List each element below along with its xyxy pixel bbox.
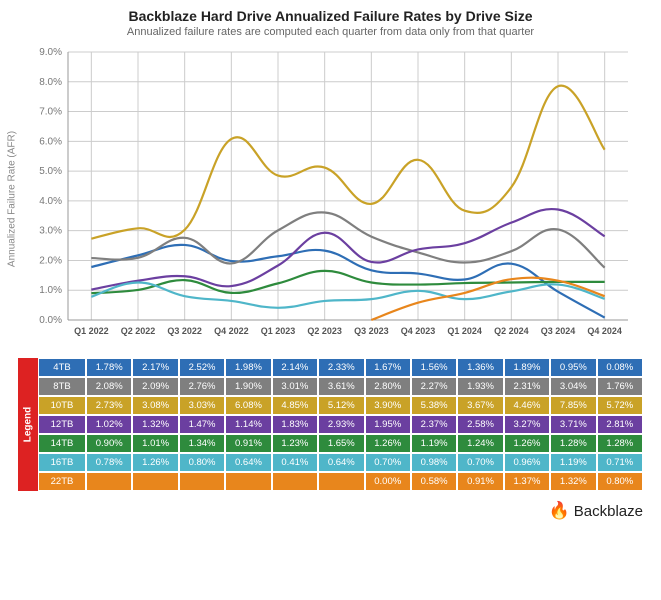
svg-text:4.0%: 4.0% — [39, 196, 62, 207]
legend-row-4TB: 4TB — [38, 358, 86, 377]
legend-row-22TB: 22TB — [38, 472, 86, 491]
svg-text:6.0%: 6.0% — [39, 136, 62, 147]
svg-text:Q1 2023: Q1 2023 — [261, 326, 296, 336]
legend-grid: 4TB1.78%2.17%2.52%1.98%2.14%2.33%1.67%1.… — [38, 358, 643, 491]
svg-text:3.0%: 3.0% — [39, 226, 62, 237]
legend-row-14TB: 14TB — [38, 434, 86, 453]
chart-area: Annualized Failure Rate (AFR) 0.0%1.0%2.… — [18, 44, 643, 354]
svg-text:5.0%: 5.0% — [39, 166, 62, 177]
svg-text:Q2 2023: Q2 2023 — [307, 326, 342, 336]
svg-text:Q2 2022: Q2 2022 — [121, 326, 156, 336]
series-16TB — [91, 282, 604, 307]
svg-text:Q3 2022: Q3 2022 — [167, 326, 202, 336]
legend-row-12TB: 12TB — [38, 415, 86, 434]
svg-text:Q4 2023: Q4 2023 — [401, 326, 436, 336]
legend-row-16TB: 16TB — [38, 453, 86, 472]
svg-text:0.0%: 0.0% — [39, 315, 62, 326]
svg-text:7.0%: 7.0% — [39, 107, 62, 118]
svg-text:Q2 2024: Q2 2024 — [494, 326, 529, 336]
footer-brand: 🔥 Backblaze — [18, 501, 643, 521]
flame-icon: 🔥 — [549, 501, 570, 521]
svg-text:Q4 2022: Q4 2022 — [214, 326, 249, 336]
legend-table: Legend 4TB1.78%2.17%2.52%1.98%2.14%2.33%… — [18, 358, 643, 491]
svg-text:Q3 2024: Q3 2024 — [541, 326, 576, 336]
svg-text:Q4 2024: Q4 2024 — [587, 326, 622, 336]
svg-text:1.0%: 1.0% — [39, 285, 62, 296]
legend-side-label: Legend — [18, 358, 38, 491]
svg-text:Q1 2022: Q1 2022 — [74, 326, 109, 336]
svg-text:8.0%: 8.0% — [39, 77, 62, 88]
y-axis-label: Annualized Failure Rate (AFR) — [7, 131, 18, 267]
chart-title: Backblaze Hard Drive Annualized Failure … — [18, 8, 643, 24]
legend-row-10TB: 10TB — [38, 396, 86, 415]
svg-text:2.0%: 2.0% — [39, 255, 62, 266]
line-chart-svg: 0.0% 1.0% 2.0% 3.0% 4.0% 5.0% 6.0% 7.0% 8.0% 9.0%… — [18, 44, 643, 354]
legend-row-8TB: 8TB — [38, 377, 86, 396]
chart-subtitle: Annualized failure rates are computed ea… — [18, 26, 643, 38]
svg-text:Q3 2023: Q3 2023 — [354, 326, 389, 336]
svg-text:9.0%: 9.0% — [39, 47, 62, 58]
svg-text:Q1 2024: Q1 2024 — [447, 326, 482, 336]
